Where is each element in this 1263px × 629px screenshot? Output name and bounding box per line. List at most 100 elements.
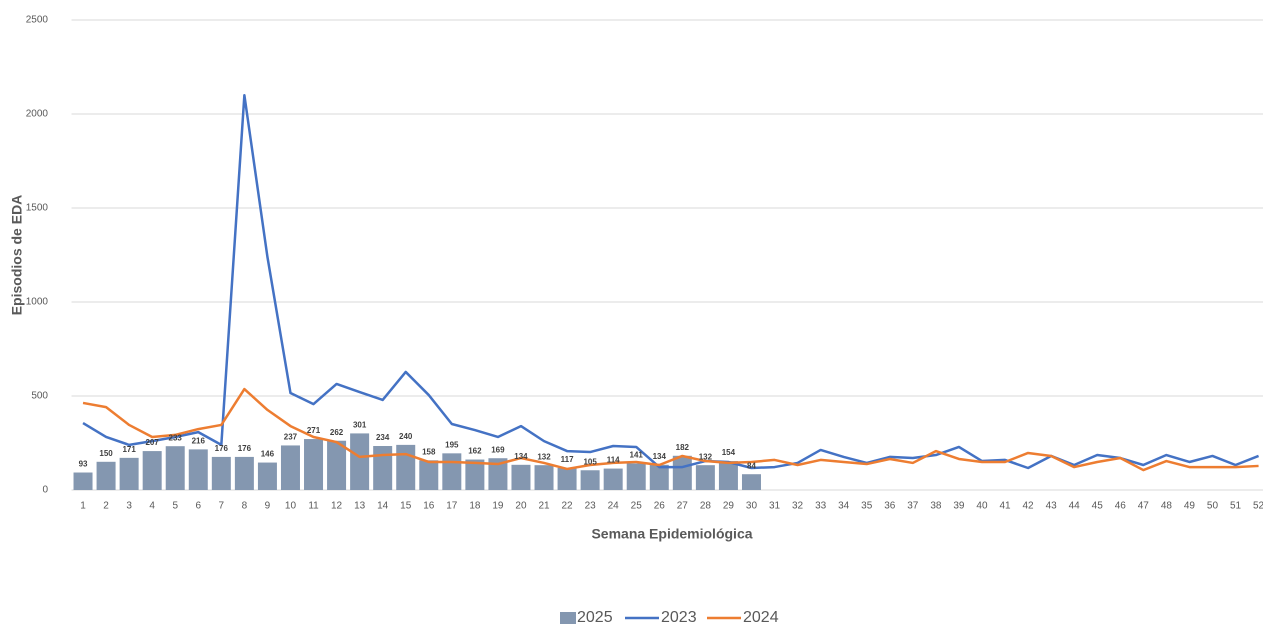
y-tick-label: 500	[31, 391, 48, 402]
bar	[741, 474, 761, 490]
bar	[396, 444, 416, 490]
data-label: 134	[514, 452, 528, 461]
x-tick-label: 50	[1207, 501, 1219, 512]
x-tick-label: 11	[308, 501, 319, 512]
y-axis-title: Episodios de EDA	[9, 195, 25, 316]
x-tick-label: 4	[149, 501, 155, 512]
bar	[465, 459, 485, 490]
x-tick-label: 13	[354, 501, 366, 512]
x-tick-label: 20	[515, 501, 527, 512]
bar	[672, 455, 692, 490]
y-tick-label: 0	[42, 485, 48, 496]
bar	[211, 456, 231, 490]
x-axis-title: Semana Epidemiológica	[591, 526, 752, 542]
bar	[327, 440, 347, 490]
x-tick-label: 29	[723, 501, 735, 512]
legend-swatch	[560, 612, 576, 624]
x-tick-label: 24	[608, 501, 620, 512]
x-tick-label: 33	[815, 501, 827, 512]
data-label: 207	[145, 438, 159, 447]
bar	[234, 456, 254, 490]
x-tick-label: 1	[80, 501, 86, 512]
bar	[488, 458, 508, 490]
bar	[580, 470, 600, 490]
data-label: 117	[561, 455, 574, 464]
x-tick-label: 25	[631, 501, 643, 512]
data-label: 93	[79, 460, 88, 469]
bar	[534, 465, 554, 490]
data-label: 176	[238, 444, 252, 453]
bar	[557, 468, 577, 490]
data-label: 237	[284, 433, 298, 442]
bar	[119, 457, 139, 490]
bar	[142, 451, 162, 490]
data-label: 154	[722, 448, 736, 457]
legend-label: 2023	[661, 609, 697, 626]
data-label: 182	[676, 443, 690, 452]
x-tick-label: 42	[1023, 501, 1035, 512]
x-tick-label: 7	[219, 501, 225, 512]
bar	[73, 472, 93, 490]
data-label: 134	[653, 452, 667, 461]
x-tick-label: 30	[746, 501, 758, 512]
x-tick-label: 47	[1138, 501, 1150, 512]
data-label: 158	[422, 447, 436, 456]
x-tick-label: 48	[1161, 501, 1173, 512]
data-label: 195	[445, 440, 459, 449]
x-tick-label: 36	[884, 501, 896, 512]
data-label: 262	[330, 428, 344, 437]
bar	[280, 445, 300, 490]
x-tick-label: 3	[126, 501, 132, 512]
x-tick-label: 37	[907, 501, 919, 512]
bar	[603, 468, 623, 490]
y-tick-label: 2000	[26, 109, 49, 120]
y-tick-label: 1000	[26, 297, 49, 308]
x-tick-label: 41	[999, 501, 1011, 512]
y-tick-label: 1500	[26, 203, 49, 214]
x-tick-label: 22	[562, 501, 574, 512]
bar	[419, 460, 439, 490]
x-tick-label: 51	[1230, 501, 1242, 512]
data-label: 105	[583, 457, 597, 466]
x-tick-label: 16	[423, 501, 435, 512]
x-tick-label: 15	[400, 501, 412, 512]
x-tick-label: 38	[930, 501, 942, 512]
x-tick-label: 23	[585, 501, 597, 512]
x-tick-label: 32	[792, 501, 804, 512]
x-tick-label: 18	[469, 501, 481, 512]
data-label: 176	[215, 444, 229, 453]
bar	[96, 461, 116, 490]
data-label: 141	[630, 451, 644, 460]
bar	[165, 446, 185, 490]
x-tick-label: 17	[446, 501, 458, 512]
data-label: 169	[491, 445, 505, 454]
data-label: 271	[307, 426, 321, 435]
x-tick-label: 39	[953, 501, 965, 512]
x-tick-label: 9	[265, 501, 271, 512]
x-tick-label: 40	[976, 501, 988, 512]
data-label: 171	[122, 445, 136, 454]
bar	[626, 463, 646, 490]
x-tick-label: 28	[700, 501, 712, 512]
line	[82, 387, 1259, 472]
x-tick-label: 52	[1253, 501, 1263, 512]
x-tick-label: 35	[861, 501, 873, 512]
bar	[511, 464, 531, 490]
data-label: 162	[468, 447, 482, 456]
bar	[304, 439, 324, 490]
x-tick-label: 21	[538, 501, 550, 512]
data-label: 233	[169, 433, 183, 442]
x-tick-label: 10	[285, 501, 297, 512]
data-label: 150	[99, 449, 113, 458]
x-tick-label: 27	[677, 501, 689, 512]
bar	[442, 453, 462, 490]
bar	[695, 465, 715, 490]
x-tick-label: 34	[838, 501, 850, 512]
x-tick-label: 6	[195, 501, 201, 512]
data-label: 234	[376, 433, 390, 442]
data-label: 132	[699, 452, 713, 461]
x-tick-label: 31	[769, 501, 781, 512]
x-tick-label: 12	[331, 501, 343, 512]
x-tick-label: 49	[1184, 501, 1196, 512]
bar	[718, 461, 738, 490]
